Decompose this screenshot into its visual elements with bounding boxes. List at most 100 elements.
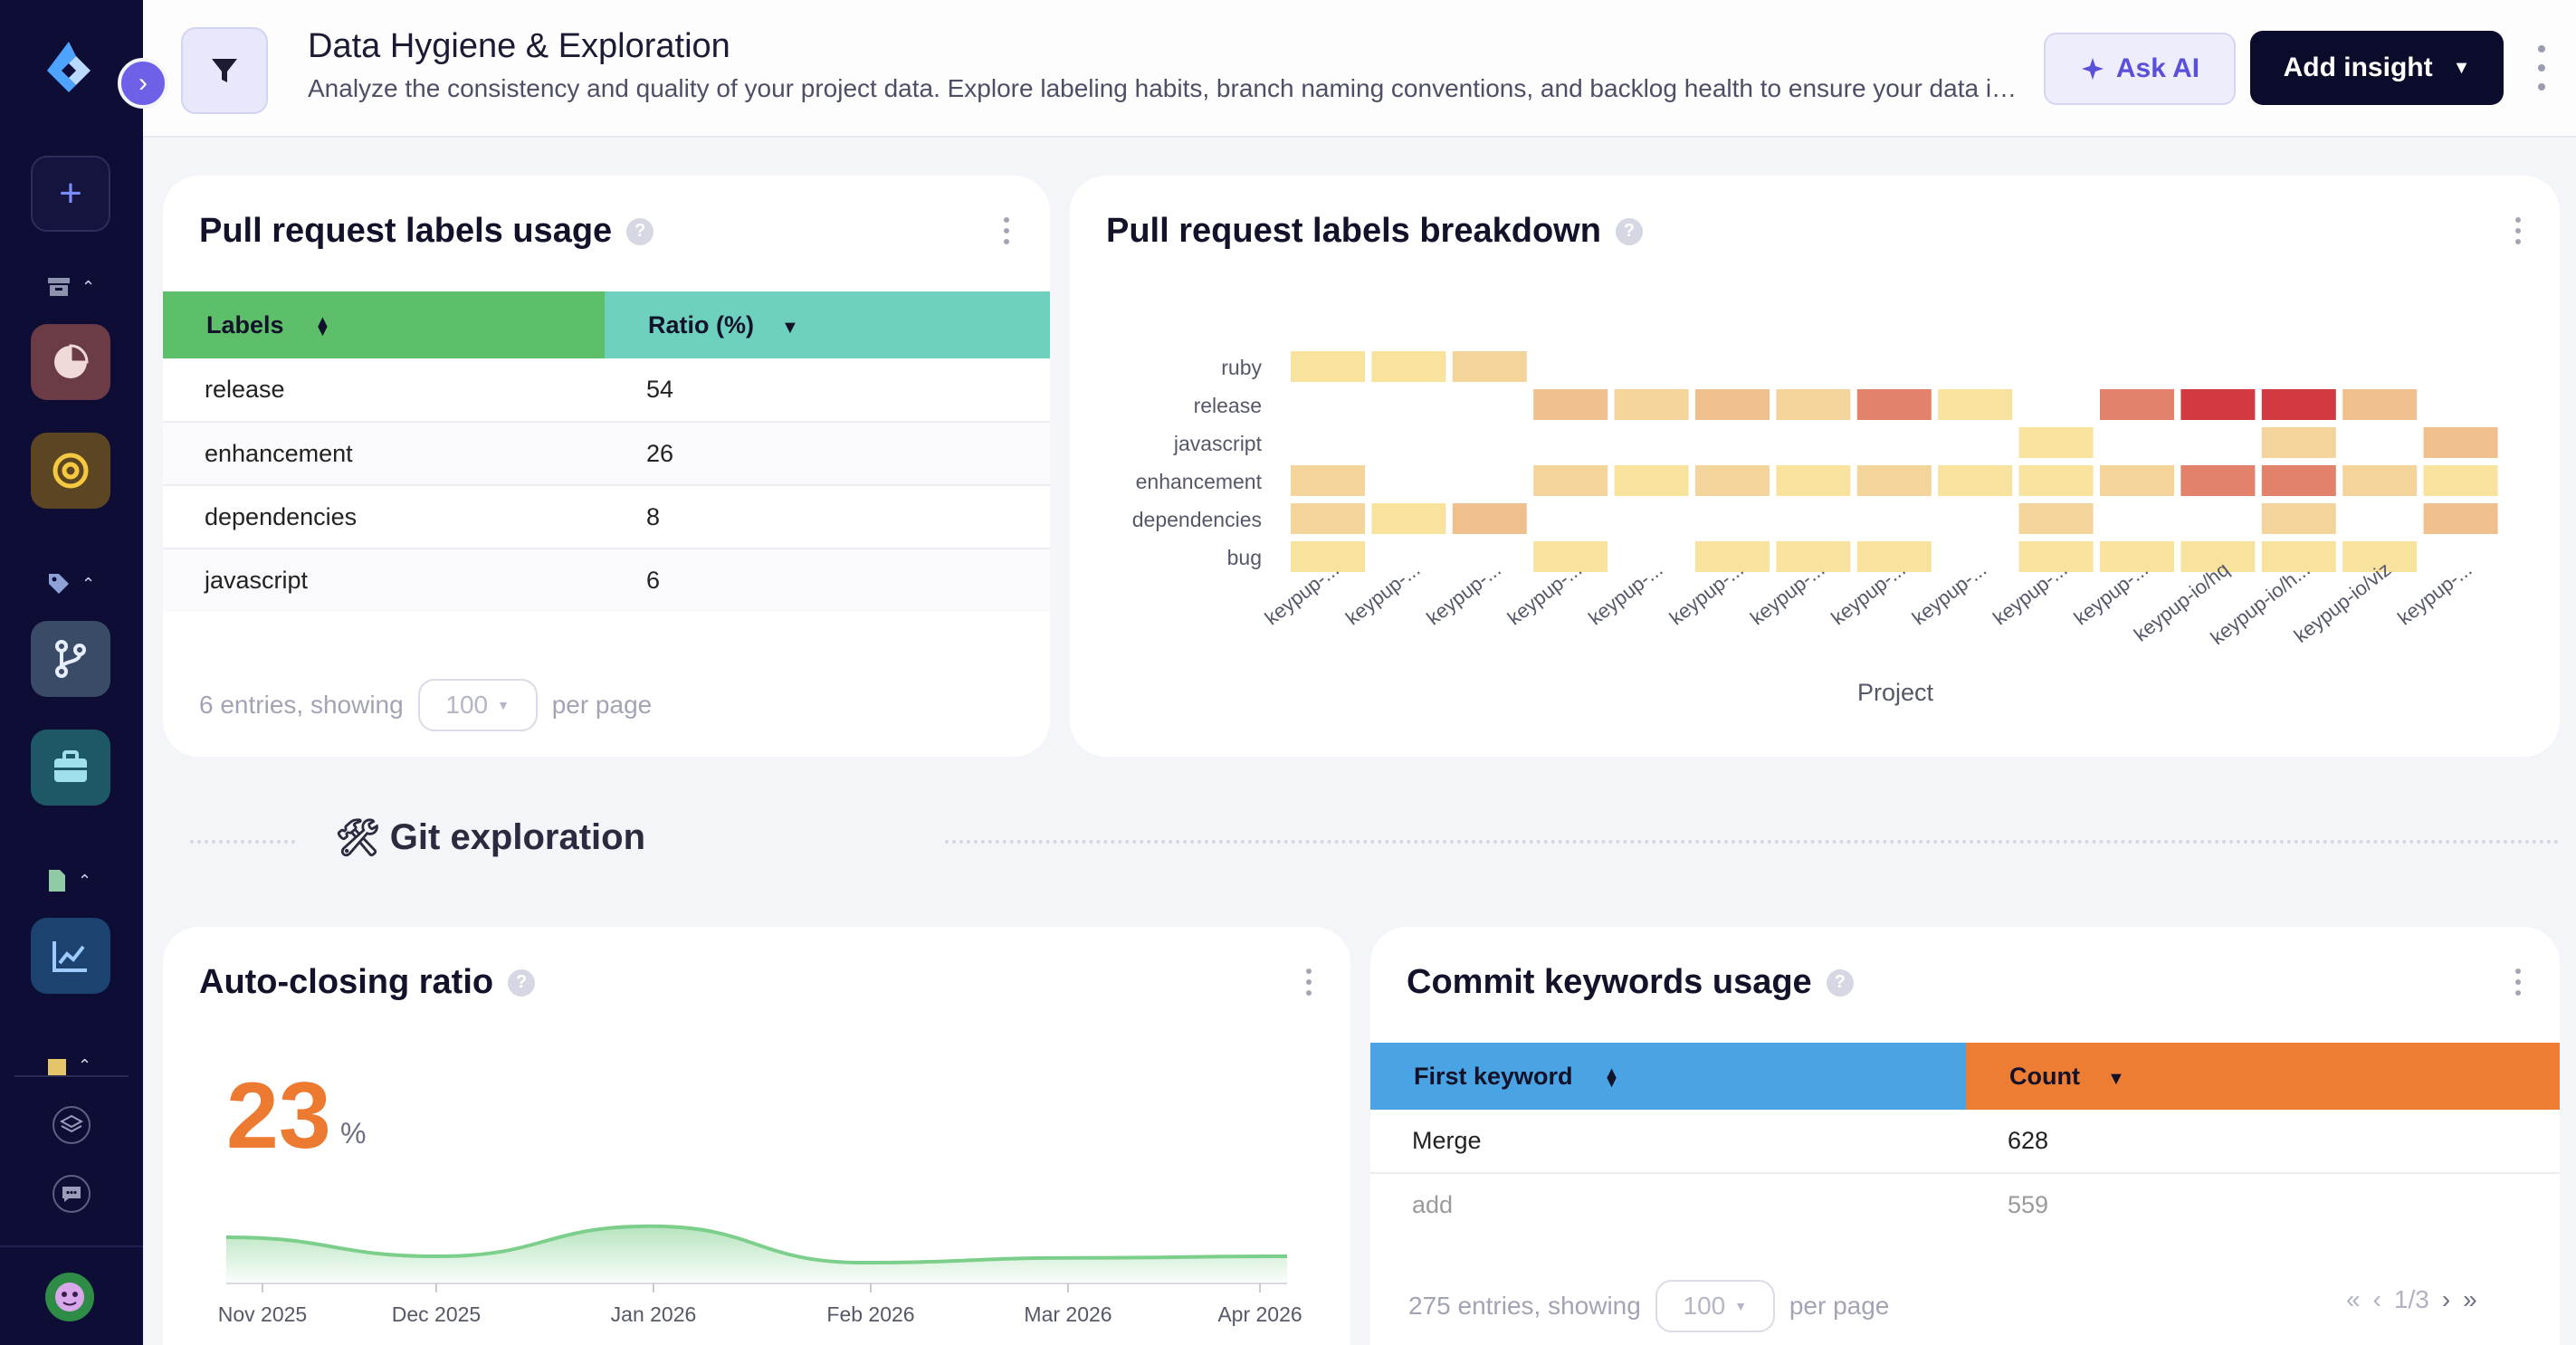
heatmap-cell[interactable] bbox=[1695, 465, 1770, 496]
help-icon[interactable]: ? bbox=[1826, 968, 1854, 997]
table-row[interactable]: release 54 bbox=[163, 358, 1050, 423]
table-row[interactable]: dependencies 8 bbox=[163, 485, 1050, 549]
heatmap-cell[interactable] bbox=[2423, 503, 2498, 534]
card-title: Pull request labels breakdown bbox=[1106, 212, 1601, 250]
create-button[interactable]: + bbox=[31, 156, 110, 232]
heatmap-cell[interactable] bbox=[1938, 389, 2013, 420]
heatmap-cell[interactable] bbox=[1695, 389, 1770, 420]
chat-button[interactable] bbox=[52, 1175, 91, 1213]
heatmap-cell[interactable] bbox=[2423, 465, 2498, 496]
table-row[interactable]: javascript 6 bbox=[163, 548, 1050, 612]
heatmap-cell[interactable] bbox=[2180, 389, 2256, 420]
prev-page-icon[interactable]: ‹ bbox=[2372, 1285, 2381, 1313]
expand-sidebar-button[interactable]: › bbox=[118, 58, 168, 109]
heatmap-cell[interactable] bbox=[1776, 465, 1851, 496]
heatmap-cell[interactable] bbox=[1856, 541, 1932, 572]
add-insight-button[interactable]: Add insight ▼ bbox=[2250, 31, 2504, 105]
sidebar-item-briefcase-dashboard[interactable] bbox=[31, 730, 110, 806]
heatmap-cell[interactable] bbox=[2018, 503, 2094, 534]
heatmap-cell[interactable] bbox=[2261, 503, 2336, 534]
dashboard-icon-button[interactable] bbox=[181, 27, 268, 114]
x-tick-label: Dec 2025 bbox=[392, 1302, 481, 1326]
ratio-cell: 54 bbox=[605, 358, 1050, 423]
sidebar-item-git-dashboard[interactable] bbox=[31, 621, 110, 697]
sidebar-section-toggle-dashboards[interactable]: ⌃ bbox=[47, 273, 101, 300]
heatmap-cell[interactable] bbox=[2100, 465, 2174, 496]
last-page-icon[interactable]: » bbox=[2463, 1285, 2477, 1313]
heatmap-cell[interactable] bbox=[2018, 541, 2094, 572]
heatmap-cell[interactable] bbox=[1533, 389, 1608, 420]
column-header-ratio[interactable]: Ratio (%) ▼ bbox=[605, 291, 1050, 358]
heatmap-cell[interactable] bbox=[2261, 389, 2336, 420]
heatmap-cell[interactable] bbox=[1614, 389, 1689, 420]
heatmap-cell[interactable] bbox=[1533, 465, 1608, 496]
column-header-labels[interactable]: Labels ▲ ▼ bbox=[163, 291, 605, 358]
heatmap-cell[interactable] bbox=[2423, 427, 2498, 458]
card-title: Auto-closing ratio bbox=[199, 963, 494, 1001]
card-menu-button[interactable] bbox=[1001, 217, 1012, 244]
per-page-select[interactable]: 100 ▼ bbox=[417, 679, 538, 731]
heatmap-cell[interactable] bbox=[2342, 465, 2418, 496]
heatmap-cell[interactable] bbox=[2018, 465, 2094, 496]
heatmap-cell[interactable] bbox=[1291, 503, 1365, 534]
per-page-select[interactable]: 100 ▼ bbox=[1655, 1280, 1775, 1332]
column-header-first-keyword[interactable]: First keyword ▲ ▼ bbox=[1370, 1043, 1966, 1110]
heatmap-cell[interactable] bbox=[1776, 541, 1851, 572]
app-logo[interactable] bbox=[36, 38, 101, 103]
help-icon[interactable]: ? bbox=[508, 968, 536, 997]
heatmap-cell[interactable] bbox=[2342, 389, 2418, 420]
ratio-cell: 8 bbox=[605, 485, 1050, 549]
card-menu-button[interactable] bbox=[2513, 217, 2524, 244]
sidebar-section-toggle-labels[interactable]: ⌃ bbox=[47, 570, 101, 597]
heatmap-cell[interactable] bbox=[2018, 427, 2094, 458]
column-header-count[interactable]: Count ▼ bbox=[1966, 1043, 2560, 1110]
heatmap-cell[interactable] bbox=[2100, 541, 2174, 572]
series-line[interactable] bbox=[225, 1224, 1288, 1265]
count-cell: 628 bbox=[1966, 1110, 2560, 1174]
caret-down-icon: ▼ bbox=[1734, 1299, 1748, 1313]
heatmap-cell[interactable] bbox=[1371, 503, 1446, 534]
heatmap-cell[interactable] bbox=[2100, 389, 2174, 420]
heatmap-cell[interactable] bbox=[1614, 465, 1689, 496]
heatmap-cell[interactable] bbox=[1291, 465, 1365, 496]
heatmap-cell[interactable] bbox=[1856, 389, 1932, 420]
heatmap-cell[interactable] bbox=[1695, 541, 1770, 572]
table-row[interactable]: enhancement 26 bbox=[163, 422, 1050, 486]
sidebar-section-toggle-more[interactable]: ⌃ bbox=[47, 1055, 101, 1075]
sidebar-item-pie-dashboard[interactable] bbox=[31, 324, 110, 400]
heatmap-cell[interactable] bbox=[2180, 465, 2256, 496]
heatmap-cell[interactable] bbox=[1452, 503, 1527, 534]
table-row[interactable]: Merge 628 bbox=[1370, 1110, 2560, 1174]
heatmap-cell[interactable] bbox=[1452, 351, 1527, 382]
heatmap-cell[interactable] bbox=[1776, 389, 1851, 420]
card-title: Commit keywords usage bbox=[1407, 963, 1812, 1001]
heatmap-cell[interactable] bbox=[1371, 351, 1446, 382]
help-icon[interactable]: ? bbox=[1615, 217, 1643, 245]
ask-ai-button[interactable]: Ask AI bbox=[2044, 33, 2236, 105]
heatmap-cell[interactable] bbox=[2342, 541, 2418, 572]
area-chart: Nov 2025 Dec 2025 Jan 2026 Feb 2026 Mar 2026… bbox=[218, 1224, 1302, 1326]
next-page-icon[interactable]: › bbox=[2441, 1285, 2451, 1313]
heatmap-cell[interactable] bbox=[1291, 351, 1365, 382]
sidebar-item-target-dashboard[interactable] bbox=[31, 433, 110, 509]
sidebar-section-toggle-documents[interactable]: ⌃ bbox=[47, 867, 101, 894]
heatmap-cell[interactable] bbox=[1533, 541, 1608, 572]
label-cell: dependencies bbox=[163, 485, 605, 549]
heatmap-cell[interactable] bbox=[2261, 427, 2336, 458]
heatmap-cell[interactable] bbox=[2261, 541, 2336, 572]
layers-button[interactable] bbox=[52, 1106, 91, 1144]
heatmap-cell[interactable] bbox=[1291, 541, 1365, 572]
heatmap-cell[interactable] bbox=[2180, 541, 2256, 572]
sidebar-item-trend-dashboard[interactable] bbox=[31, 918, 110, 994]
help-icon[interactable]: ? bbox=[626, 217, 654, 245]
table-row[interactable]: add 559 bbox=[1370, 1173, 2560, 1236]
first-page-icon[interactable]: « bbox=[2346, 1285, 2361, 1313]
heatmap-cell[interactable] bbox=[2261, 465, 2336, 496]
page-menu-button[interactable] bbox=[2533, 45, 2551, 91]
ratio-cell: 26 bbox=[605, 422, 1050, 486]
heatmap-cell[interactable] bbox=[1938, 465, 2013, 496]
card-menu-button[interactable] bbox=[1303, 968, 1314, 996]
card-menu-button[interactable] bbox=[2513, 968, 2524, 996]
user-avatar[interactable] bbox=[45, 1273, 94, 1321]
heatmap-cell[interactable] bbox=[1856, 465, 1932, 496]
